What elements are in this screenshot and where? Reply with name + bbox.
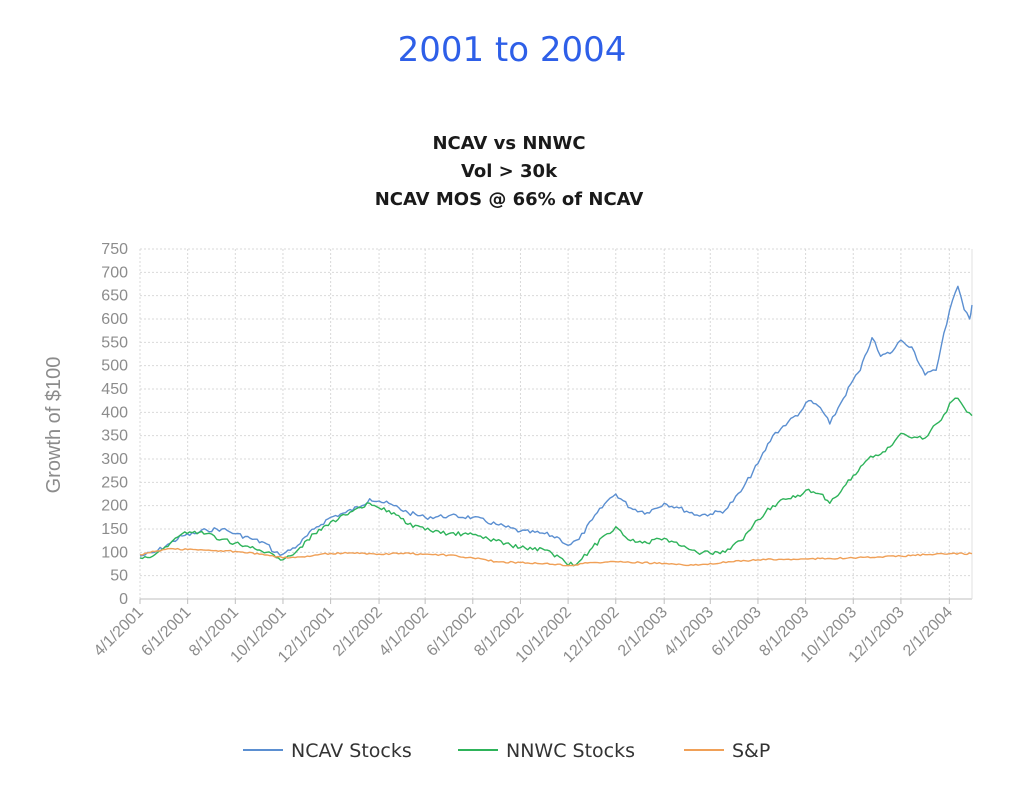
y-tick-label: 200 <box>101 498 128 515</box>
series-line-1 <box>139 285 973 557</box>
y-tick-label: 550 <box>101 334 128 351</box>
y-tick-label: 450 <box>101 381 128 398</box>
chart-series <box>139 285 973 567</box>
chart-axes <box>139 249 973 604</box>
x-tick-label: 4/1/2001 <box>91 604 147 660</box>
x-tick-label: 2/1/2003 <box>615 604 671 660</box>
legend-label: NCAV Stocks <box>291 740 412 762</box>
chart-legend: NCAV Stocks NNWC Stocks S&P <box>243 740 770 762</box>
x-tick-label: 6/1/2003 <box>709 604 765 660</box>
x-tick-label: 6/1/2002 <box>424 604 480 660</box>
series-line-3 <box>139 547 973 567</box>
legend-label: NNWC Stocks <box>506 740 635 762</box>
x-tick-label: 4/1/2003 <box>661 604 717 660</box>
x-axis-ticks: 4/1/20016/1/20018/1/200110/1/200112/1/20… <box>91 604 956 666</box>
y-axis-label: Growth of $100 <box>43 357 65 494</box>
chart-title-line-1: NCAV vs NNWC <box>432 133 585 154</box>
y-tick-label: 300 <box>101 451 128 468</box>
x-tick-label: 2/1/2004 <box>900 604 956 660</box>
y-tick-label: 500 <box>101 358 128 375</box>
x-tick-label: 2/1/2002 <box>330 604 386 660</box>
y-tick-label: 150 <box>101 521 128 538</box>
y-tick-label: 0 <box>119 591 128 608</box>
chart-grid <box>139 248 972 600</box>
y-tick-label: 650 <box>101 288 128 305</box>
y-tick-label: 250 <box>101 474 128 491</box>
x-tick-label: 4/1/2002 <box>376 604 432 660</box>
y-axis-ticks: 0 50 100 150 200 250 300 350 400 450 500 550 600 650 7… <box>101 241 128 608</box>
x-tick-label: 6/1/2001 <box>138 604 194 660</box>
y-tick-label: 750 <box>101 241 128 258</box>
y-tick-label: 350 <box>101 428 128 445</box>
page-title: 2001 to 2004 <box>397 30 627 70</box>
y-tick-label: 700 <box>101 264 128 281</box>
chart-title-line-3: NCAV MOS @ 66% of NCAV <box>375 189 644 210</box>
y-tick-label: 600 <box>101 311 128 328</box>
chart-title-line-2: Vol > 30k <box>461 161 558 182</box>
y-tick-label: 50 <box>110 568 128 585</box>
y-tick-label: 100 <box>101 544 128 561</box>
y-tick-label: 400 <box>101 404 128 421</box>
legend-label: S&P <box>732 740 770 762</box>
chart-title: NCAV vs NNWC Vol > 30k NCAV MOS @ 66% of… <box>375 133 644 210</box>
series-line-2 <box>139 397 973 567</box>
